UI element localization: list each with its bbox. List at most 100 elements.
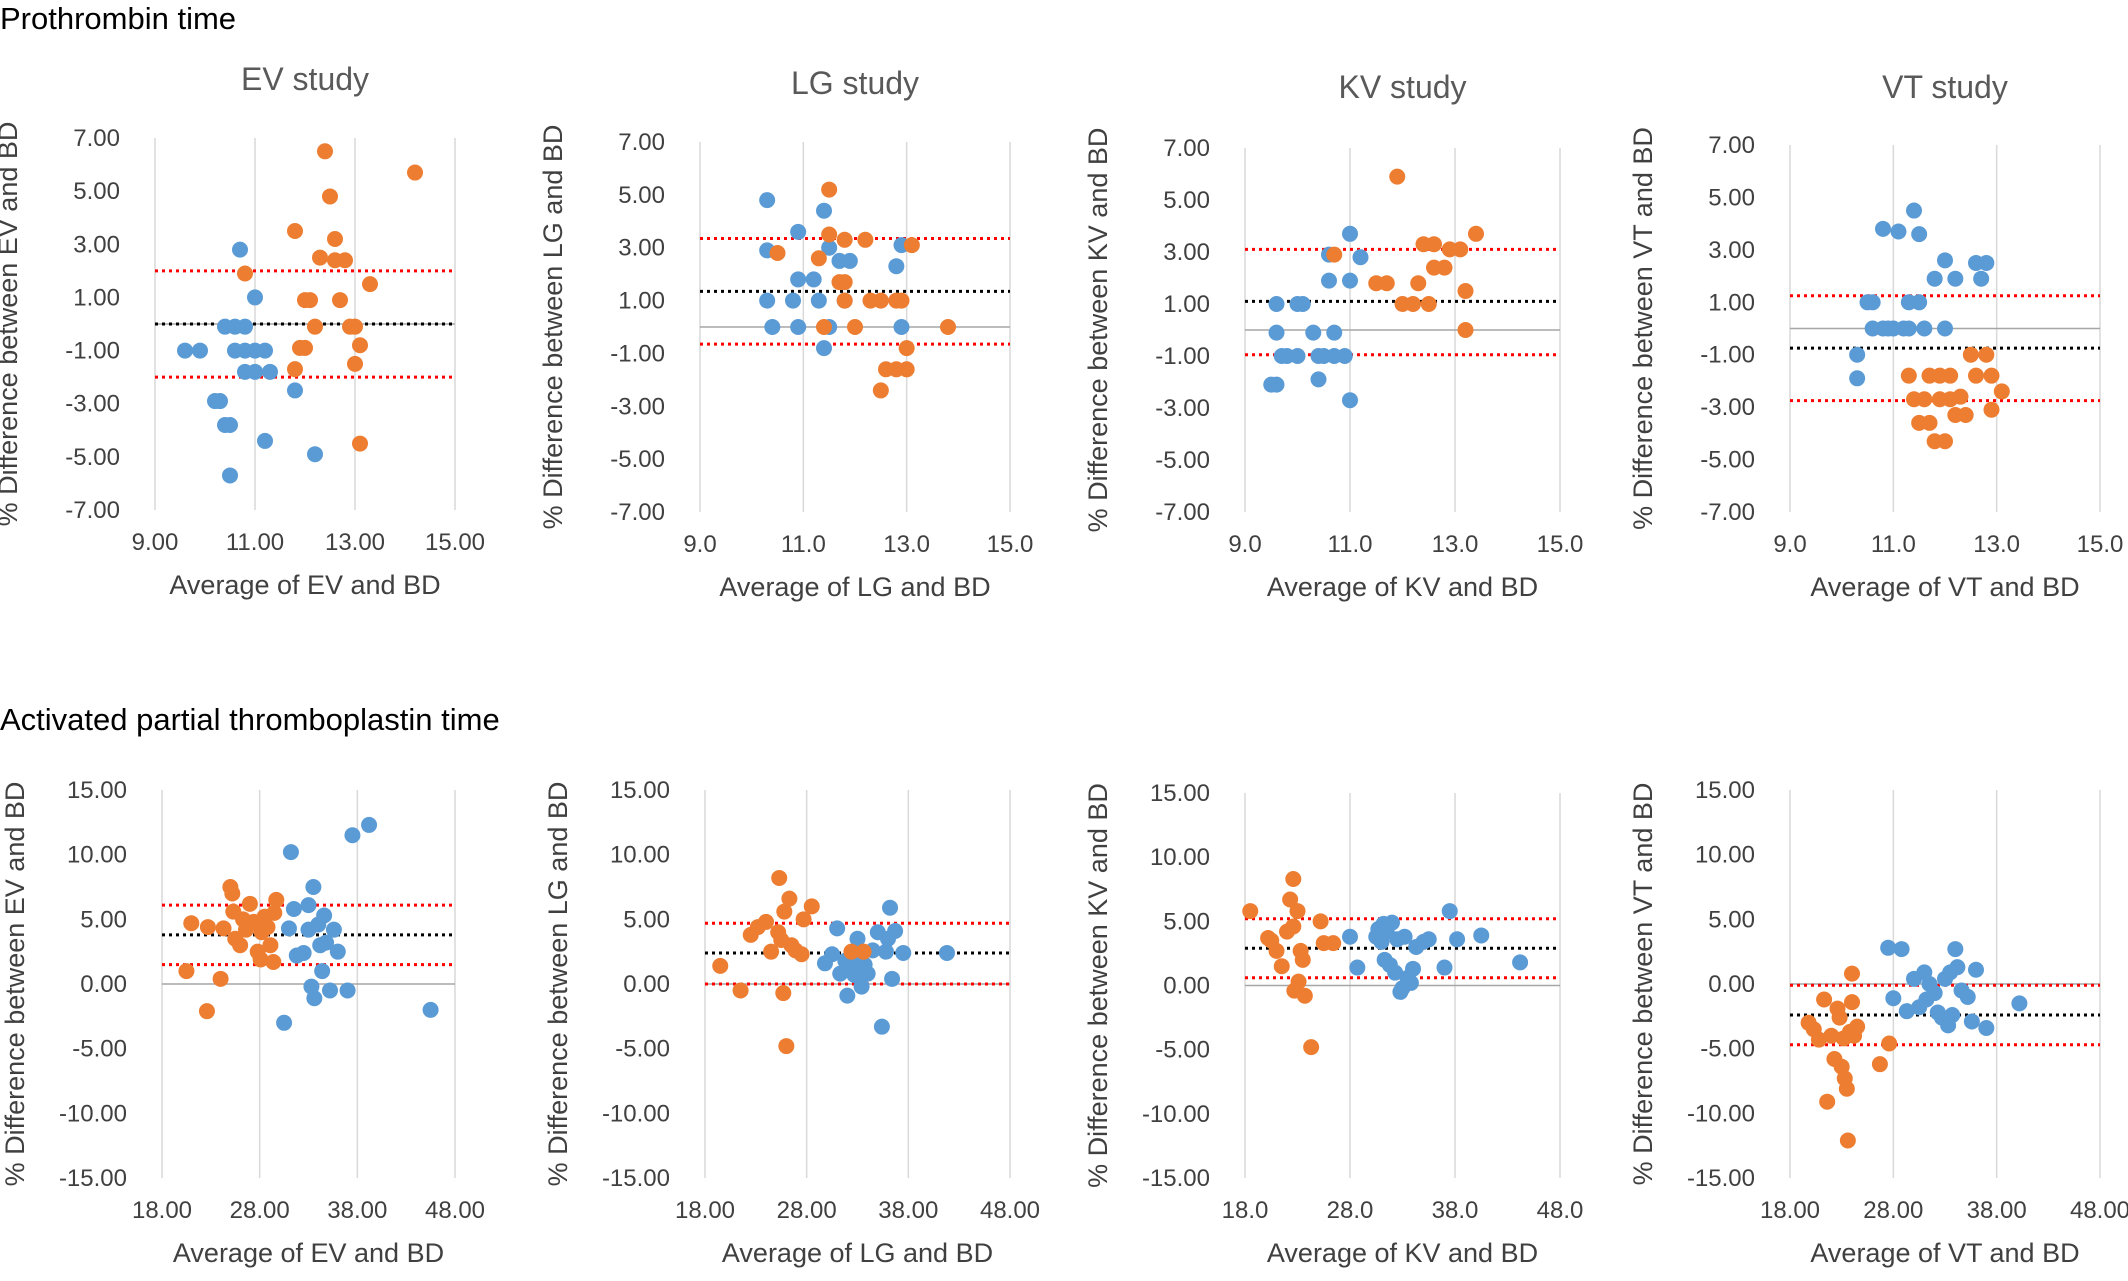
data-point: [212, 970, 229, 987]
data-point: [295, 944, 312, 961]
data-point: [232, 241, 248, 258]
data-point: [1405, 960, 1421, 977]
y-tick-label: -5.00: [610, 446, 665, 473]
data-point: [1881, 1035, 1898, 1052]
x-tick-label: 38.0: [1432, 1197, 1479, 1224]
data-point: [1978, 1019, 1995, 1036]
data-point: [732, 982, 749, 999]
data-point: [257, 342, 273, 359]
chart-panel-4: 7.00 5.00 3.00 1.00 -1.00 -3.00 -5.00 -7.00 9.0 1…: [1628, 69, 2123, 602]
data-point: [790, 271, 807, 288]
chart-title: EV study: [241, 61, 369, 97]
data-point: [712, 957, 729, 974]
data-point: [1410, 275, 1427, 292]
data-point: [1937, 252, 1953, 269]
data-point: [775, 985, 792, 1002]
data-point: [859, 965, 876, 982]
y-tick-label: -7.00: [65, 497, 120, 524]
y-tick-label: 3.00: [1708, 237, 1755, 264]
x-tick-label: 11.00: [226, 529, 284, 556]
data-point: [771, 869, 788, 886]
data-point: [259, 919, 276, 936]
data-point: [1921, 414, 1938, 431]
x-tick-label: 38.00: [878, 1197, 938, 1224]
data-point: [1426, 236, 1442, 253]
data-point: [1885, 990, 1902, 1007]
data-point: [307, 318, 323, 335]
data-point: [940, 319, 956, 335]
data-point: [1452, 241, 1469, 258]
data-point: [1389, 168, 1406, 185]
data-point: [1352, 249, 1369, 266]
data-point: [1968, 961, 1984, 978]
data-point: [893, 319, 910, 335]
data-point: [1937, 320, 1953, 337]
data-point: [1864, 294, 1881, 311]
chart-panel-5: 15.00 10.00 5.00 0.00 -5.00 -10.00 -15.0018.00…: [0, 777, 485, 1268]
data-point: [237, 265, 253, 282]
y-tick-label: -7.00: [1155, 499, 1210, 526]
x-tick-label: 38.00: [327, 1197, 387, 1224]
y-tick-label: 0.00: [1163, 973, 1210, 1000]
data-point: [903, 237, 920, 254]
data-point: [1289, 348, 1306, 364]
data-point: [252, 951, 269, 968]
y-tick-label: 15.00: [1695, 777, 1755, 804]
x-tick-label: 11.0: [781, 531, 826, 558]
y-tick-label: 7.00: [1708, 132, 1755, 159]
x-tick-label: 18.00: [1760, 1197, 1820, 1224]
data-point: [212, 393, 228, 410]
data-point: [262, 363, 278, 380]
data-point: [266, 904, 283, 921]
data-point: [422, 1001, 439, 1018]
y-tick-label: 5.00: [80, 906, 127, 933]
data-point: [816, 340, 832, 357]
data-point: [257, 432, 273, 449]
data-point: [895, 944, 912, 961]
data-point: [325, 921, 342, 938]
data-point: [1849, 370, 1866, 387]
series-orange: [1242, 870, 1342, 1056]
x-tick-label: 28.00: [1863, 1197, 1923, 1224]
data-point: [1387, 964, 1404, 981]
series-blue: [759, 192, 910, 357]
data-point: [1303, 1039, 1320, 1056]
y-tick-label: 1.00: [1708, 289, 1755, 316]
x-axis-label: Average of VT and BD: [1810, 572, 2079, 602]
data-point: [262, 937, 279, 954]
y-tick-label: -1.00: [65, 338, 120, 365]
data-point: [306, 990, 323, 1007]
y-tick-label: 1.00: [618, 288, 665, 315]
data-point: [1268, 376, 1285, 393]
y-tick-label: 0.00: [80, 971, 127, 998]
data-point: [769, 245, 786, 261]
data-point: [1963, 1013, 1980, 1030]
data-point: [1310, 371, 1327, 388]
data-point: [1242, 903, 1259, 920]
y-tick-label: -15.00: [602, 1165, 670, 1192]
data-point: [888, 258, 905, 275]
y-axis-label: % Difference between KV and BD: [1083, 128, 1113, 533]
data-point: [759, 192, 776, 209]
y-tick-label: -15.00: [59, 1165, 127, 1192]
data-point: [241, 895, 258, 912]
y-axis-label: % Difference between VT and BD: [1628, 127, 1658, 530]
data-point: [1831, 1009, 1848, 1026]
data-point: [1321, 272, 1337, 289]
y-tick-label: -1.00: [1155, 343, 1210, 370]
y-tick-label: -5.00: [615, 1036, 670, 1063]
data-point: [1844, 965, 1860, 982]
data-point: [312, 249, 328, 266]
x-axis-label: Average of KV and BD: [1267, 1238, 1538, 1268]
data-point: [1468, 225, 1484, 242]
data-point: [873, 1018, 890, 1035]
data-point: [362, 276, 378, 293]
data-point: [778, 1038, 795, 1055]
data-point: [361, 816, 378, 833]
x-tick-label: 28.00: [230, 1197, 290, 1224]
data-point: [821, 226, 838, 243]
x-tick-label: 18.00: [132, 1197, 192, 1224]
data-point: [855, 943, 872, 960]
y-tick-label: -3.00: [1700, 394, 1755, 421]
y-tick-label: 3.00: [618, 235, 665, 262]
